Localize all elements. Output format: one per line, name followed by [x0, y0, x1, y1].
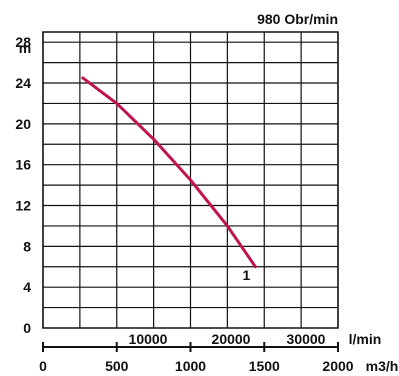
- plot-grid: [42, 32, 339, 328]
- primary-x-tick-label: 1500: [249, 358, 280, 374]
- secondary-x-tick-label: 30000: [287, 331, 326, 347]
- secondary-x-tick-label: 10000: [129, 331, 168, 347]
- x-axis-label-secondary: m3/h: [366, 358, 399, 374]
- y-tick-label: 20: [15, 116, 31, 132]
- plot-frame: [42, 31, 339, 329]
- series-curve: [81, 76, 257, 269]
- y-tick-label: 0: [23, 320, 31, 336]
- series-layer: 1: [81, 76, 257, 283]
- secondary-x-tick-label: 20000: [212, 331, 251, 347]
- primary-x-tick-label: 500: [105, 358, 129, 374]
- primary-x-tick-label: 0: [39, 358, 47, 374]
- tick-labels: 0 4 8 12 16 20 24 28 10000 20000 30000 0 500 1000 1500…: [15, 34, 353, 374]
- y-tick-label: 28: [15, 34, 31, 50]
- y-tick-label: 8: [23, 238, 31, 254]
- y-axis-label: m: [19, 40, 31, 56]
- y-tick-label: 16: [15, 157, 31, 173]
- y-tick-label: 12: [15, 198, 31, 214]
- y-tick-label: 4: [23, 279, 31, 295]
- primary-x-tick-label: 2000: [322, 358, 353, 374]
- chart-title: 980 Obr/min: [257, 11, 338, 27]
- plot-axes: [42, 31, 339, 352]
- y-tick-label: 24: [15, 75, 31, 91]
- primary-x-tick-label: 1000: [175, 358, 206, 374]
- x-axis-label-primary: l/min: [349, 331, 382, 347]
- series-label: 1: [243, 267, 251, 283]
